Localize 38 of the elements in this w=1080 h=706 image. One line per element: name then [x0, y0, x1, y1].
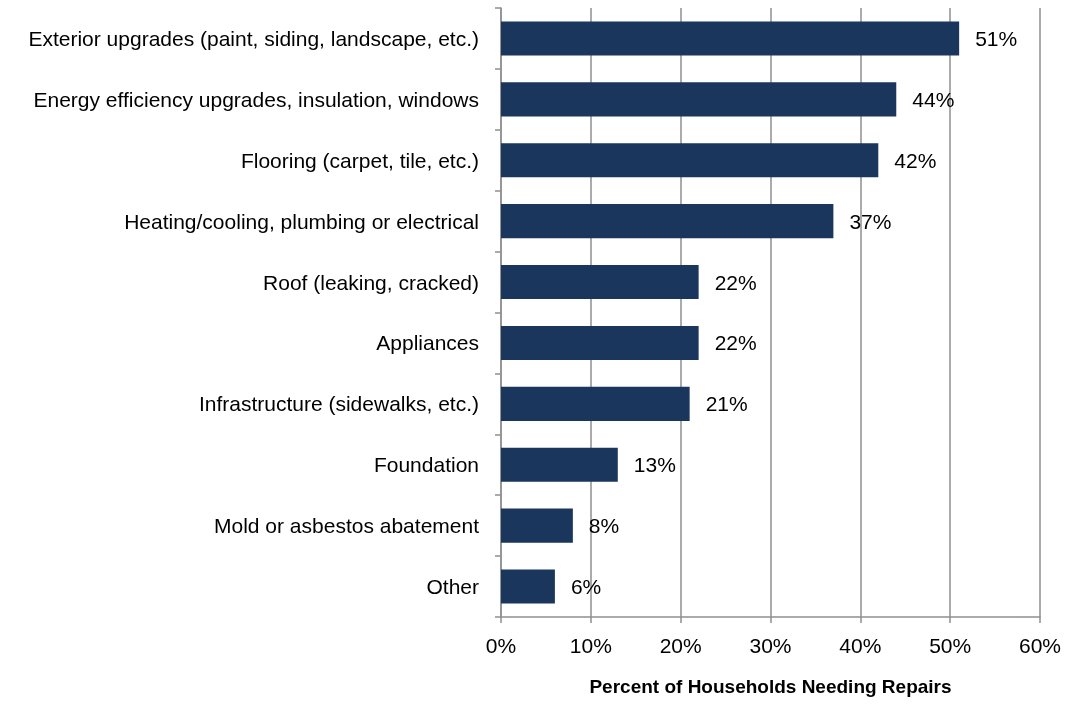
data-label: 6% [570, 575, 602, 599]
bar [501, 21, 960, 56]
bar [501, 447, 618, 482]
x-tick-label: 20% [659, 634, 702, 657]
y-tick-label: Exterior upgrades (paint, siding, landscape, etc.) [28, 26, 479, 50]
y-tick-label: Mold or asbestos abatement [214, 514, 480, 538]
x-tick-label: 50% [929, 634, 972, 657]
y-tick-label: Infrastructure (sidewalks, etc.) [198, 392, 479, 416]
x-axis-title: Percent of Households Needing Repairs [589, 676, 952, 697]
bar [501, 325, 699, 360]
bar [501, 204, 834, 239]
bar [501, 265, 699, 300]
x-tick-label: 60% [1018, 634, 1062, 657]
bar [501, 508, 573, 543]
bar [501, 82, 897, 117]
data-label: 21% [705, 392, 748, 416]
y-tick-label: Flooring (carpet, tile, etc.) [240, 148, 479, 172]
y-tick-label: Other [426, 575, 479, 599]
data-label: 42% [894, 148, 937, 172]
y-tick-label: Foundation [373, 453, 479, 477]
x-tick-label: 0% [485, 634, 517, 657]
data-label: 37% [849, 209, 892, 233]
data-label: 13% [633, 453, 676, 477]
data-label: 22% [714, 331, 757, 355]
bar [501, 386, 690, 421]
bar [501, 569, 555, 604]
data-label: 51% [975, 26, 1018, 50]
data-label: 22% [714, 270, 757, 294]
y-tick-label: Appliances [376, 331, 479, 355]
y-tick-label: Roof (leaking, cracked) [263, 270, 479, 294]
x-tick-label: 10% [569, 634, 612, 657]
bar [501, 143, 879, 178]
y-tick-label: Heating/cooling, plumbing or electrical [124, 209, 479, 233]
data-label: 44% [912, 87, 955, 111]
x-tick-label: 30% [749, 634, 792, 657]
y-tick-label: Energy efficiency upgrades, insulation, windows [33, 87, 479, 111]
x-tick-label: 40% [839, 634, 882, 657]
data-label: 8% [588, 514, 620, 538]
